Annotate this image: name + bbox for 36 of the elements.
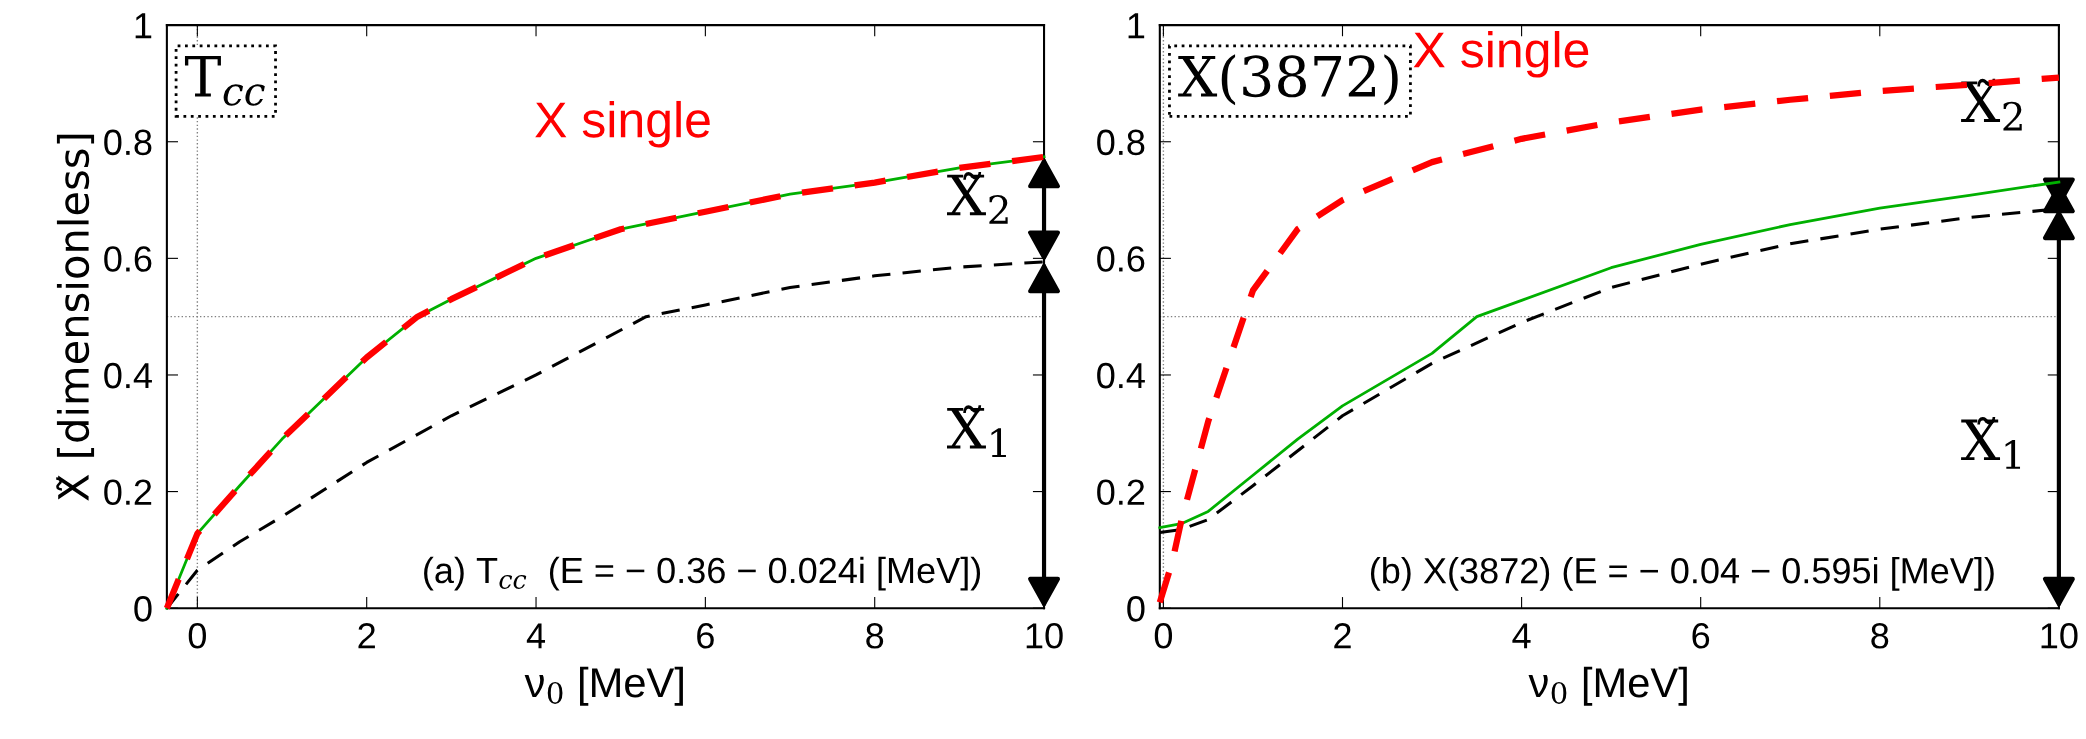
x-axis-title: ν$_{0}$ [MeV]	[524, 666, 683, 706]
y-tick-label: 0.4	[1097, 362, 1145, 389]
y-axis-title: X̃ [dimensionless]	[56, 134, 95, 501]
x-axis-title: ν$_{0}$ [MeV]	[1528, 666, 1687, 706]
series-label: X single	[1413, 30, 1589, 78]
y-tick-label: 0	[134, 596, 152, 622]
annotation: (a) T$_{cc}$ (E = − 0.36 − 0.024i [MeV])	[424, 556, 981, 591]
x-tick-label: 0	[1154, 623, 1173, 649]
x-tick-label: 6	[697, 623, 714, 649]
y-tick-label: 0.6	[1097, 246, 1145, 272]
x-tick-label: 10	[1026, 623, 1063, 649]
annotation: X(3872)	[1178, 54, 1398, 106]
annotation: X̃$_{1}$	[947, 405, 1006, 458]
x-tick-label: 4	[526, 623, 546, 649]
y-tick-label: 1	[135, 13, 152, 39]
y-tick-label: 0.6	[104, 246, 152, 272]
annotation: T$_{cc}$	[184, 55, 265, 106]
x-tick-label: 2	[1334, 623, 1351, 649]
annotation: X̃$_{1}$	[1961, 416, 2021, 469]
y-tick-label: 0.4	[104, 362, 152, 389]
y-tick-label: 0.2	[104, 479, 152, 506]
x-tick-label: 8	[1871, 623, 1889, 649]
x-tick-label: 2	[358, 623, 375, 649]
x-tick-label: 0	[188, 623, 206, 649]
y-tick-label: 0	[1127, 596, 1145, 622]
annotation: (b) X(3872) (E = − 0.04 − 0.595i [MeV])	[1370, 557, 1994, 591]
y-tick-label: 0.2	[1097, 479, 1145, 506]
series-label: X single	[535, 100, 710, 148]
y-tick-label: 0.8	[104, 129, 152, 156]
x-tick-label: 10	[2041, 623, 2078, 649]
x-tick-label: 4	[1512, 623, 1531, 649]
y-tick-label: 1	[1128, 13, 1145, 39]
annotation: X̃$_{2}$	[947, 172, 1008, 224]
y-tick-label: 0.8	[1097, 129, 1145, 156]
x-tick-label: 8	[866, 623, 884, 649]
x-tick-label: 6	[1692, 623, 1710, 649]
